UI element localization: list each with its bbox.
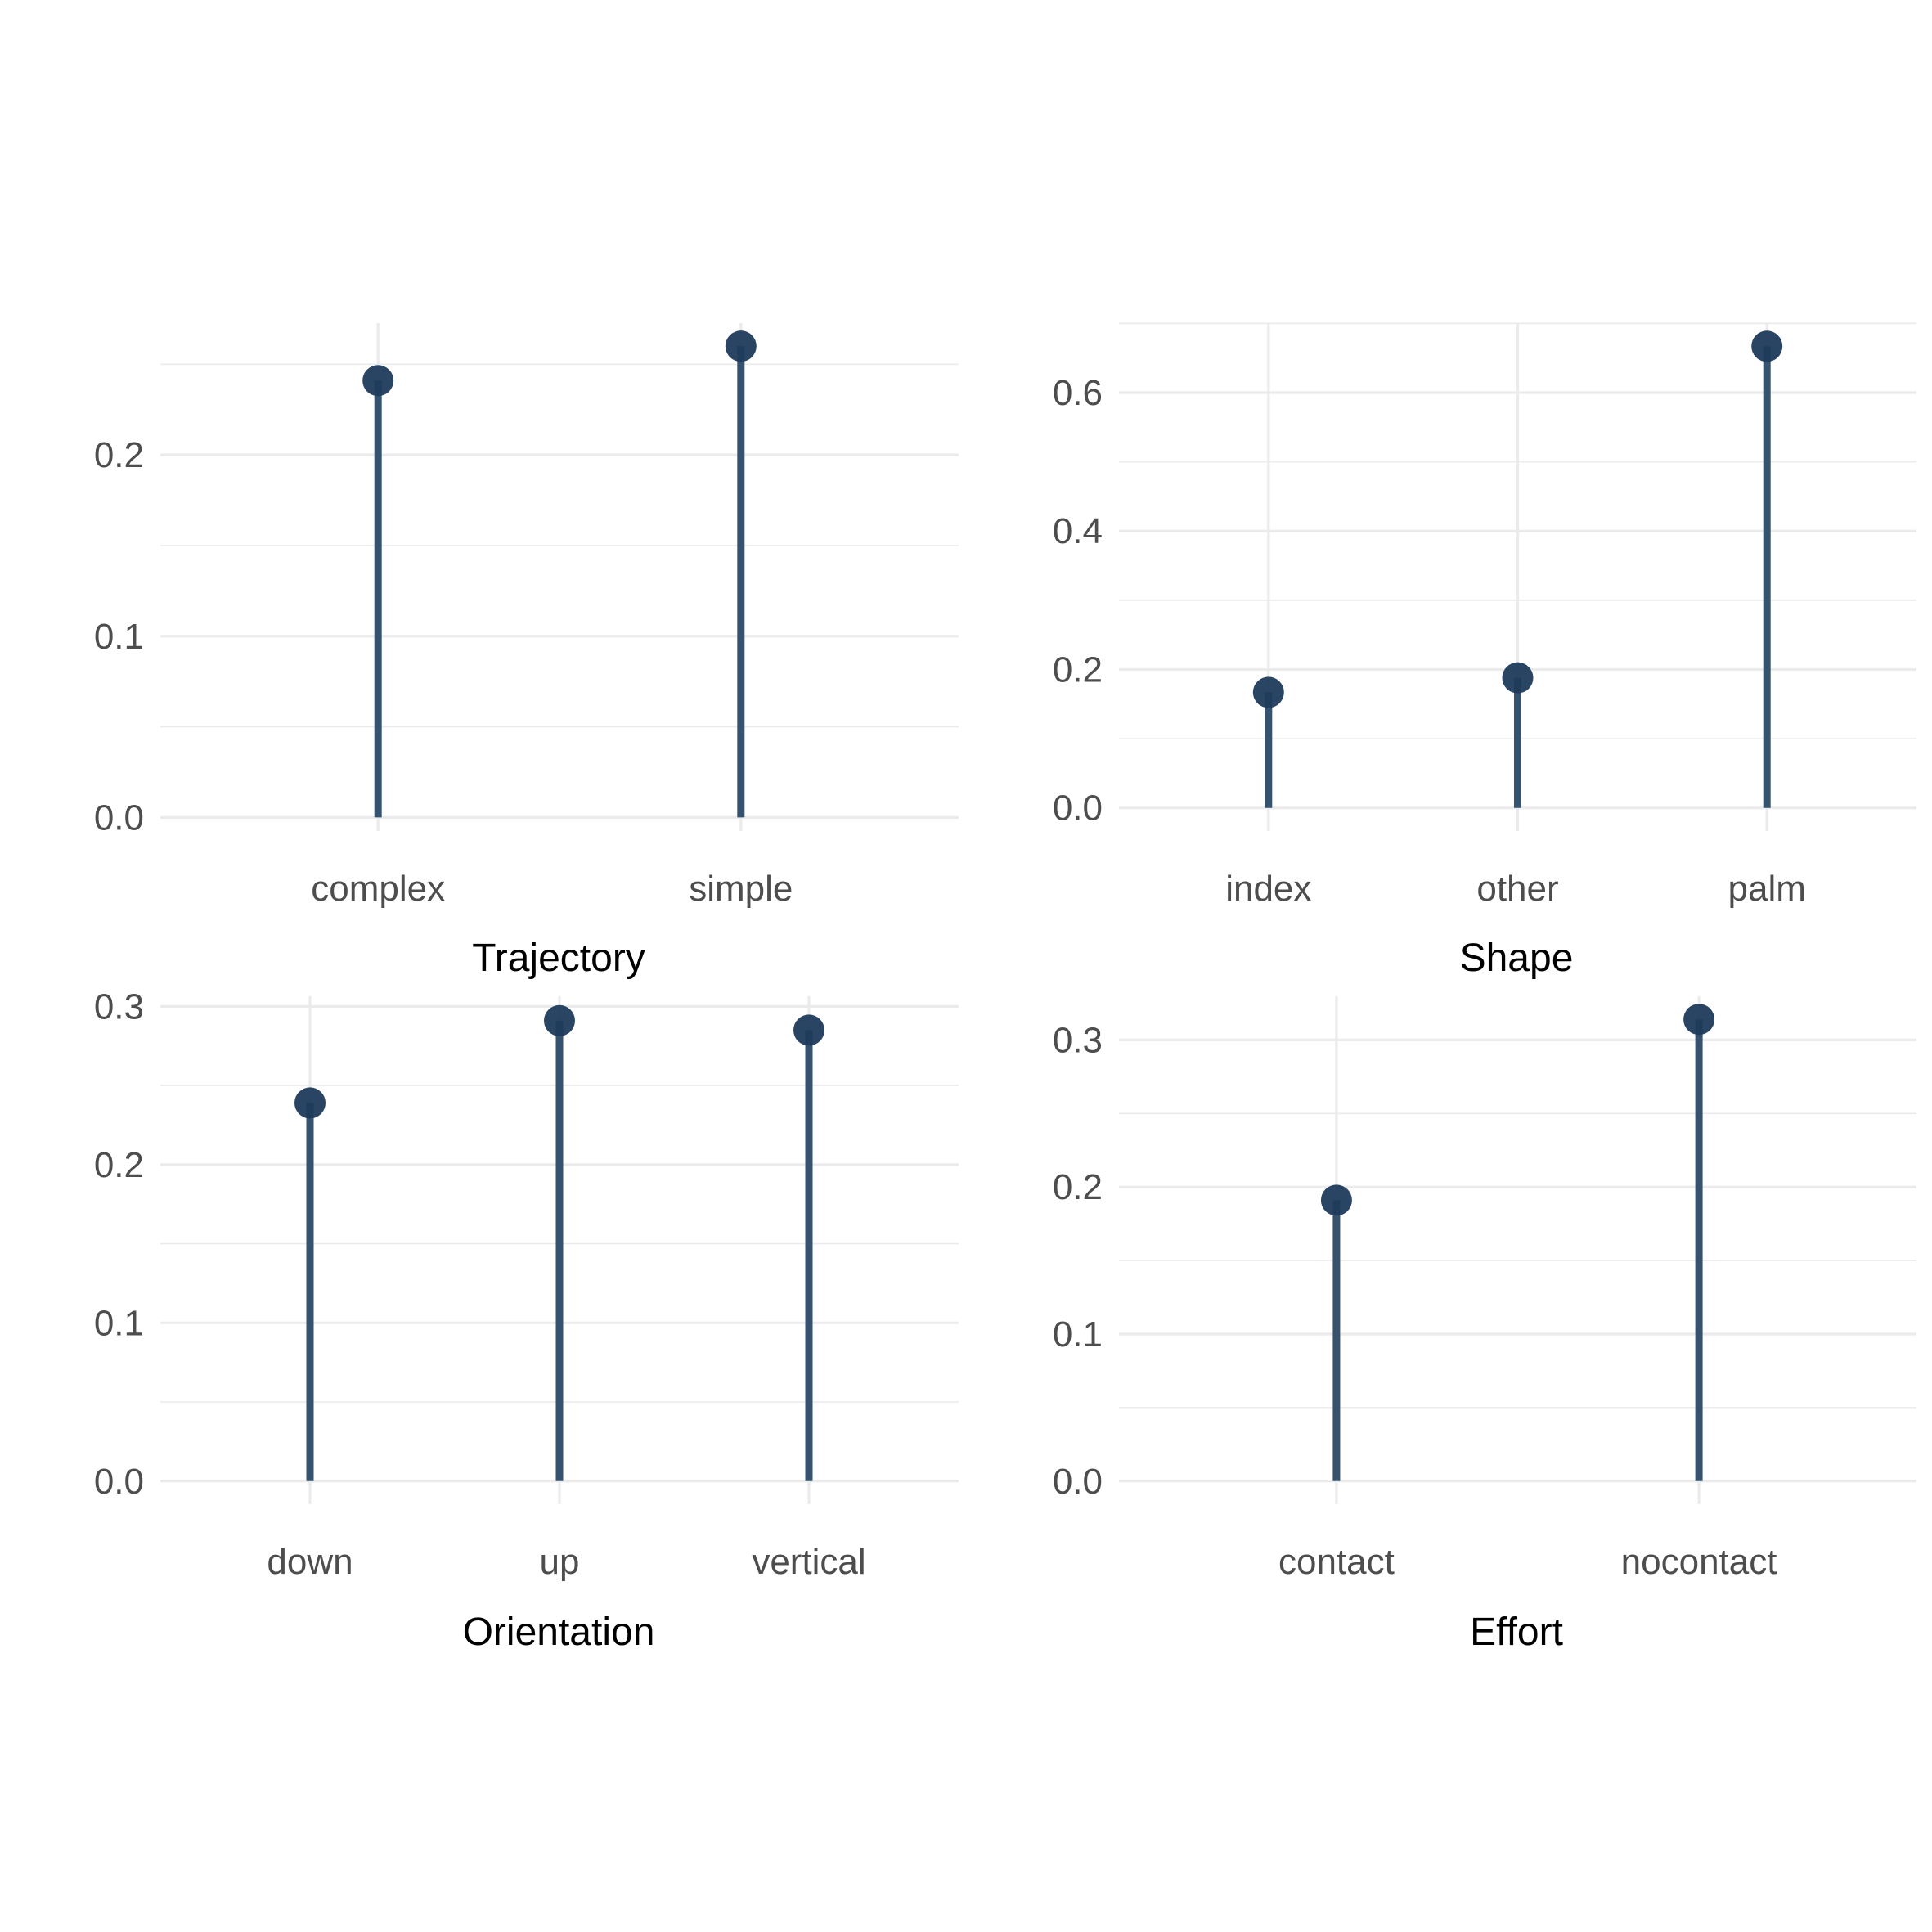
y-tick-label: 0.2 (1053, 1167, 1103, 1207)
gridlines (1119, 322, 1916, 831)
panel-trajectory: Trajectory 0.0 0.1 0.2 complex simple (94, 323, 959, 980)
lollipop-point-contact (1320, 1184, 1352, 1216)
y-tick-label: 0.2 (94, 435, 144, 475)
lollipop-point-up (544, 1004, 575, 1036)
gridlines (160, 323, 959, 831)
x-axis-title-trajectory: Trajectory (472, 937, 645, 980)
x-tick-label-simple: simple (689, 869, 793, 909)
lollipop-point-complex (362, 365, 394, 397)
panel-shape: Shape 0.0 0.2 0.4 0.6 index other palm (1053, 322, 1916, 980)
y-tick-label: 0.0 (94, 798, 144, 838)
y-tick-label: 0.2 (1053, 649, 1103, 690)
lollipop-point-simple (725, 330, 757, 362)
lollipop-point-other (1502, 662, 1534, 694)
x-tick-label-nocontact: nocontact (1621, 1542, 1777, 1582)
x-tick-label-contact: contact (1278, 1542, 1395, 1582)
x-tick-label-index: index (1225, 869, 1311, 909)
lollipop-point-index (1252, 676, 1284, 708)
lollipop-point-down (294, 1087, 326, 1119)
y-tick-label: 0.0 (1053, 789, 1103, 829)
x-tick-label-complex: complex (311, 869, 445, 909)
y-tick-label: 0.1 (1053, 1314, 1103, 1355)
x-tick-label-up: up (540, 1542, 580, 1582)
y-tick-label: 0.1 (94, 617, 144, 657)
x-axis-title-shape: Shape (1460, 937, 1574, 980)
panel-orientation: Orientation 0.0 0.1 0.2 0.3 down up vertical (94, 986, 959, 1654)
y-tick-label: 0.0 (1053, 1462, 1103, 1502)
y-tick-label: 0.2 (94, 1145, 144, 1185)
y-tick-label: 0.3 (94, 986, 144, 1027)
gridlines (1119, 996, 1916, 1504)
y-tick-label: 0.3 (1053, 1020, 1103, 1060)
x-tick-label-palm: palm (1728, 869, 1806, 909)
x-axis-title-orientation: Orientation (463, 1611, 655, 1654)
y-tick-label: 0.6 (1053, 373, 1103, 413)
x-axis-title-effort: Effort (1470, 1611, 1563, 1654)
lollipop-point-vertical (793, 1014, 824, 1046)
lollipop-point-nocontact (1683, 1004, 1715, 1036)
panel-effort: Effort 0.0 0.1 0.2 0.3 contact nocontact (1053, 996, 1916, 1654)
y-tick-label: 0.0 (94, 1462, 144, 1502)
lollipop-point-palm (1751, 330, 1783, 362)
y-tick-label: 0.4 (1053, 511, 1103, 551)
x-tick-label-other: other (1476, 869, 1558, 909)
y-tick-label: 0.1 (94, 1303, 144, 1343)
x-tick-label-vertical: vertical (752, 1542, 865, 1582)
x-tick-label-down: down (267, 1542, 353, 1582)
